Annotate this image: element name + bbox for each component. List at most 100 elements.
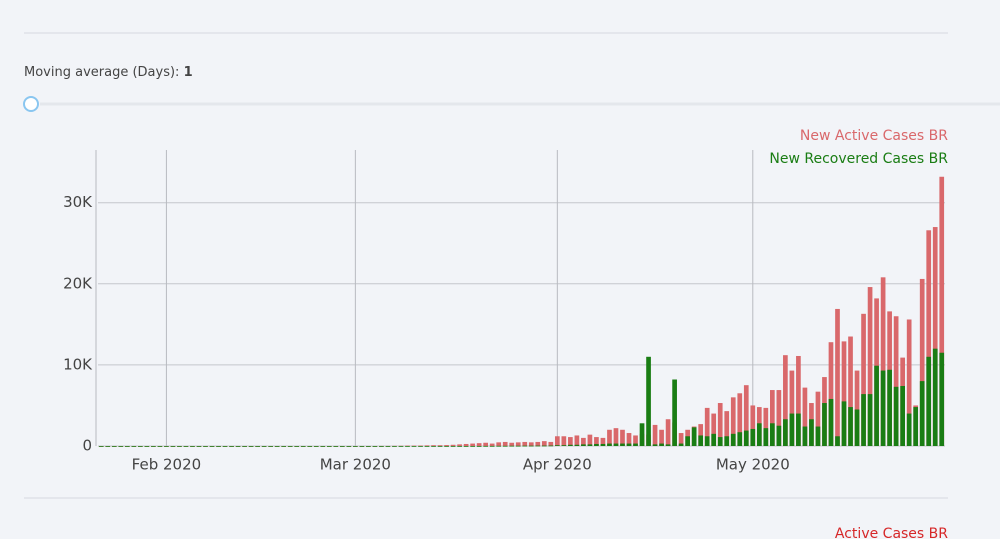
bar [906, 413, 912, 446]
bar [704, 436, 710, 446]
bar [659, 429, 664, 446]
bar [854, 370, 860, 446]
bar [574, 435, 580, 446]
bar [841, 341, 847, 446]
bar [678, 443, 684, 446]
bar [743, 385, 749, 446]
bar [548, 445, 554, 447]
bar [607, 429, 612, 446]
bar [900, 385, 905, 446]
bar [919, 278, 925, 446]
bar [437, 445, 443, 446]
bar [405, 446, 410, 447]
bar [620, 429, 625, 446]
bar [581, 444, 586, 446]
bar [144, 446, 150, 447]
bar [626, 433, 632, 446]
bar [229, 446, 234, 447]
bar [646, 356, 651, 446]
bar [411, 445, 417, 447]
bar [528, 442, 534, 446]
bar [535, 445, 541, 447]
bar [568, 437, 573, 446]
plot: 0 10K 20K 30K Feb 2020 Mar 2020 Apr 2020 May 20… [63, 128, 948, 474]
bar [561, 436, 567, 446]
bar [522, 441, 528, 446]
bar [242, 446, 247, 447]
next-legend: Active Cases BR [835, 526, 948, 539]
bar [418, 446, 423, 447]
bar [685, 436, 690, 446]
bar [939, 352, 945, 446]
bar [300, 446, 306, 447]
bar [124, 446, 130, 447]
bar [450, 446, 456, 447]
bar [737, 432, 743, 446]
bar [665, 419, 671, 446]
bar [711, 413, 717, 446]
y-tick-label: 0 [82, 437, 92, 455]
bar [248, 446, 254, 447]
bar [672, 379, 677, 446]
bar [463, 446, 469, 447]
bar [496, 442, 502, 446]
bar [932, 348, 938, 446]
bar [437, 446, 443, 447]
bar [118, 446, 124, 447]
bar [594, 437, 599, 446]
bar [411, 446, 417, 447]
bar [509, 442, 515, 446]
bar [353, 446, 358, 447]
bar [209, 446, 215, 447]
bar [483, 445, 489, 447]
bar [802, 387, 808, 446]
bar [476, 443, 482, 446]
bar [652, 424, 658, 446]
bar [203, 446, 208, 447]
bar [183, 446, 189, 447]
bar [828, 398, 834, 446]
bar [835, 436, 840, 446]
bar [489, 443, 495, 446]
bar [932, 227, 938, 446]
y-tick-label: 20K [63, 274, 93, 292]
bar [398, 446, 404, 447]
bar [457, 444, 462, 446]
y-tick-label: 10K [63, 355, 93, 373]
bar [196, 446, 202, 447]
bar [711, 433, 717, 446]
bar [366, 446, 371, 447]
bar [893, 386, 899, 446]
bar [522, 445, 528, 447]
bar [783, 355, 788, 446]
bar [528, 445, 534, 447]
bar [320, 446, 326, 447]
bar [261, 446, 267, 447]
bar [848, 407, 853, 446]
bar [509, 445, 515, 447]
slider-label: Moving average (Days): 1 [24, 65, 193, 80]
bar [769, 390, 775, 446]
legend-entry: New Active Cases BR [800, 128, 948, 144]
bar [313, 446, 319, 447]
bar [561, 445, 567, 446]
bar [385, 446, 391, 447]
bar [861, 313, 866, 446]
bar [613, 443, 619, 446]
bar [392, 446, 397, 447]
x-tick-label: Mar 2020 [320, 456, 391, 474]
bar [874, 365, 879, 446]
bar [789, 413, 795, 446]
bar [893, 316, 899, 446]
bar [678, 433, 684, 446]
bar [268, 446, 274, 447]
bar [470, 443, 475, 446]
x-tick-label: Apr 2020 [523, 456, 592, 474]
slider-handle[interactable] [23, 96, 39, 112]
bar [750, 405, 756, 446]
bar [138, 446, 143, 447]
x-tick-label: Feb 2020 [132, 456, 202, 474]
bar [502, 441, 508, 446]
slider-value: 1 [184, 65, 193, 80]
bar [848, 336, 853, 446]
